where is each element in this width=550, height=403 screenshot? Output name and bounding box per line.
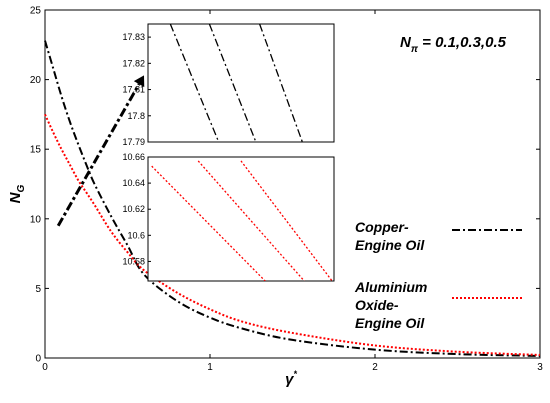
arrow-head — [133, 75, 145, 88]
inset-tick-label: 17.81 — [122, 85, 145, 95]
x-axis-title-superscript: * — [293, 369, 297, 379]
inset-series-line — [169, 24, 220, 142]
y-axis-title-subscript: G — [16, 184, 27, 192]
legend-alumina-line-1: Aluminium — [354, 279, 427, 295]
series-layer — [44, 40, 541, 357]
y-tick-label: 15 — [30, 145, 42, 156]
y-axis-title: NG — [7, 184, 27, 203]
parameter-annotation: Nπ = 0.1,0.3,0.5 — [400, 34, 507, 55]
y-tick-label: 10 — [30, 214, 42, 225]
inset-tick-label: 10.6 — [127, 230, 145, 240]
legend-alumina-line-2: Oxide- — [355, 297, 399, 313]
x-axis-title-main: γ — [285, 371, 295, 388]
y-tick-label: 0 — [35, 354, 41, 365]
inset-tick-label: 17.8 — [127, 111, 145, 121]
y-axis: 0 5 10 15 20 25 — [30, 6, 540, 365]
inset-series-line — [151, 165, 266, 281]
annotation-subscript: π — [411, 44, 419, 55]
legend: Copper- Engine Oil Aluminium Oxide- Engi… — [354, 219, 522, 331]
legend-copper-line-1: Copper- — [355, 219, 409, 235]
legend-label-copper: Copper- Engine Oil — [355, 219, 425, 253]
annotation-main: N — [400, 34, 412, 51]
x-axis: 0 1 2 3 — [42, 10, 543, 373]
y-tick-label: 20 — [30, 75, 42, 86]
legend-copper-line-2: Engine Oil — [355, 237, 425, 253]
inset-frame — [147, 23, 335, 143]
y-tick-label: 5 — [35, 284, 41, 295]
inset-tick-label: 17.82 — [122, 58, 145, 68]
series-line-alumina — [44, 113, 541, 356]
inset-tick-label: 10.62 — [122, 204, 145, 214]
legend-label-alumina: Aluminium Oxide- Engine Oil — [354, 279, 431, 331]
x-tick-label: 1 — [207, 362, 213, 373]
inset-frame — [147, 156, 335, 282]
y-tick-label: 25 — [30, 6, 42, 17]
inset-series-line — [240, 160, 333, 281]
x-tick-label: 0 — [42, 362, 48, 373]
annotation-values: = 0.1,0.3,0.5 — [418, 34, 507, 51]
copper-inset: 17.83 17.82 17.81 17.8 17.79 — [122, 23, 335, 147]
x-axis-title: γ* — [285, 369, 297, 388]
parameter-arrow — [56, 75, 145, 227]
series-line-copper — [44, 40, 541, 357]
inset-tick-label: 10.66 — [122, 152, 145, 162]
inset-series-line — [208, 24, 257, 142]
alumina-inset: 10.66 10.64 10.62 10.6 10.58 — [122, 152, 335, 282]
x-tick-label: 3 — [537, 362, 543, 373]
legend-alumina-line-3: Engine Oil — [355, 315, 425, 331]
y-axis-title-main: N — [7, 191, 24, 203]
inset-series-line — [258, 24, 303, 142]
inset-tick-label: 17.79 — [122, 137, 145, 147]
inset-series-line — [197, 160, 305, 281]
inset-tick-label: 10.58 — [122, 256, 145, 266]
inset-tick-label: 17.83 — [122, 32, 145, 42]
inset-tick-label: 10.64 — [122, 178, 145, 188]
x-tick-label: 2 — [372, 362, 378, 373]
